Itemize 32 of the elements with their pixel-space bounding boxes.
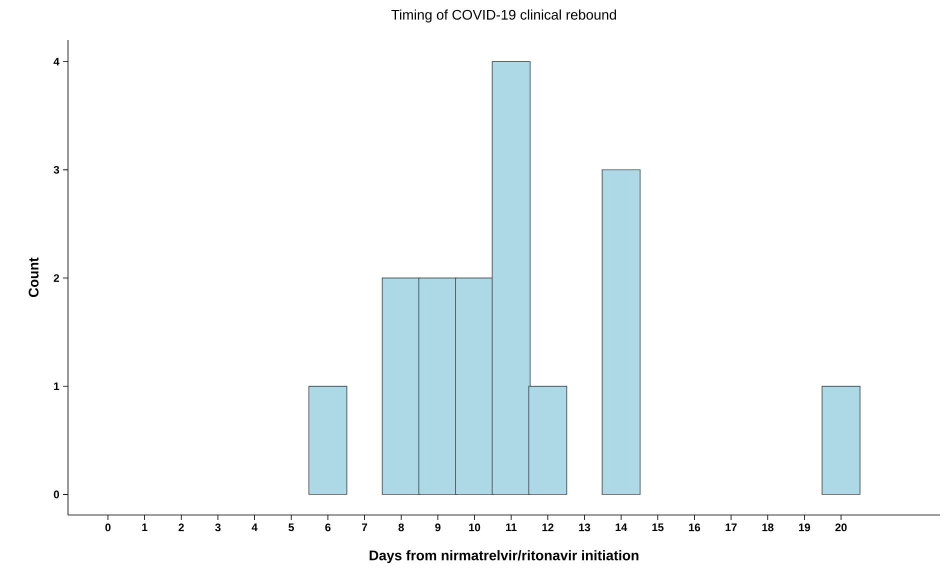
x-tick-label: 4 — [252, 524, 258, 532]
x-tick-label: 20 — [835, 524, 847, 532]
x-tick-label: 18 — [762, 524, 774, 532]
x-tick-label: 13 — [579, 524, 590, 532]
y-tick-label: 4 — [54, 58, 60, 66]
x-tick-label: 19 — [798, 524, 810, 532]
bar — [308, 386, 348, 495]
bar — [602, 169, 640, 495]
bar — [822, 386, 860, 495]
x-tick-label: 6 — [325, 524, 331, 532]
x-tick-label: 9 — [435, 524, 440, 532]
x-tick-label: 0 — [105, 524, 111, 532]
x-tick-label: 3 — [215, 524, 221, 532]
x-tick-label: 8 — [398, 524, 404, 532]
x-tick-label: 7 — [362, 524, 368, 532]
x-tick-label: 1 — [142, 524, 148, 532]
x-tick-label: 11 — [506, 524, 517, 532]
y-tick-label: 0 — [54, 490, 60, 498]
x-tick-label: 2 — [178, 524, 184, 532]
x-tick-label: 16 — [689, 524, 700, 532]
y-tick-label: 2 — [54, 274, 60, 282]
x-tick-label: 5 — [288, 524, 294, 532]
y-axis-title: Count — [28, 258, 39, 298]
x-tick-label: 10 — [469, 524, 480, 532]
y-tick-label: 1 — [54, 382, 60, 390]
x-tick-label: 17 — [726, 524, 737, 532]
y-tick-label: 3 — [54, 166, 60, 174]
x-axis-title: Days from nirmatrelvir/ritonavir initiation — [370, 550, 638, 564]
x-tick-label: 12 — [542, 524, 554, 532]
x-tick-label: 14 — [616, 524, 628, 532]
chart-title: Timing of COVID-19 clinical rebound — [391, 9, 616, 22]
x-tick-label: 15 — [652, 524, 664, 532]
